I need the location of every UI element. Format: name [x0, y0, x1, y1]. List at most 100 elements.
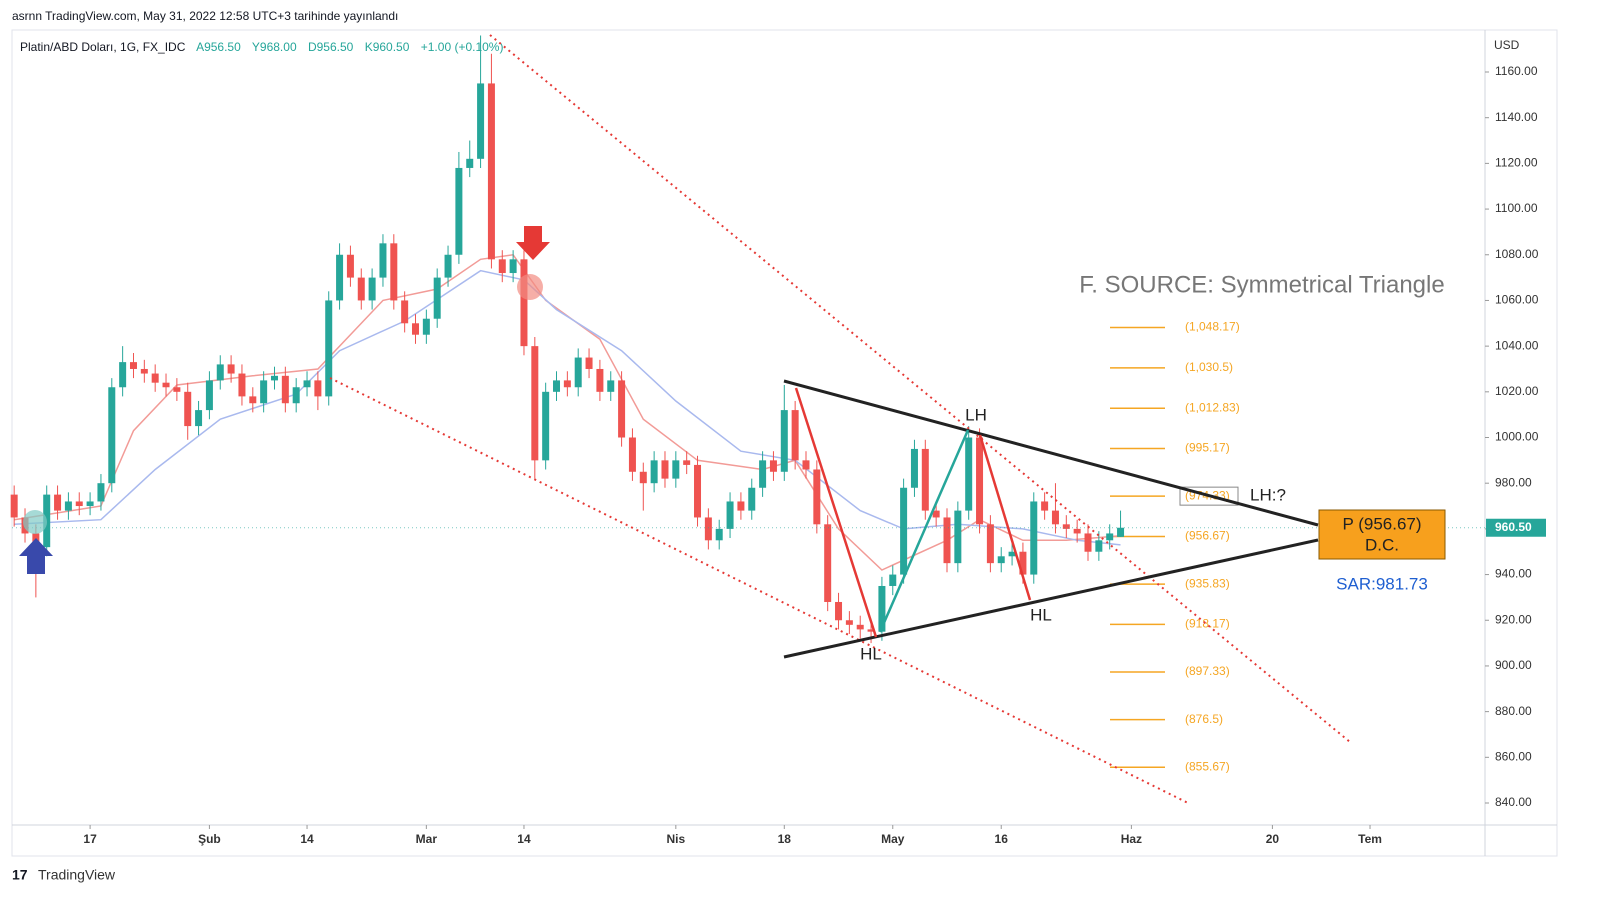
swing-arrow: [794, 387, 878, 638]
candle-body: [704, 517, 712, 541]
candle-body: [791, 410, 799, 461]
candle-body: [813, 469, 821, 525]
last-price-label: 960.50: [1495, 520, 1532, 534]
candle-body: [368, 277, 376, 301]
candle-body: [1051, 510, 1059, 525]
candle-body: [585, 357, 593, 369]
candle-body: [140, 368, 148, 374]
legend: Platin/ABD Doları, 1G, FX_IDC A956.50 Y9…: [20, 40, 503, 54]
target-box: [1318, 509, 1446, 560]
candle-body: [867, 629, 875, 632]
candle-body: [910, 448, 918, 488]
x-tick-label: Haz: [1121, 832, 1142, 846]
candle-body: [238, 373, 246, 397]
signal-circle: [517, 274, 543, 300]
candle-body: [270, 375, 278, 381]
candle-body: [921, 448, 929, 511]
x-tick-label: 17: [83, 832, 97, 846]
candle-body: [639, 471, 647, 484]
candle-body: [531, 346, 539, 461]
y-tick-label: 1080.00: [1495, 247, 1539, 261]
candle-body: [86, 501, 94, 507]
candle-body: [856, 624, 864, 630]
buy-arrow: [19, 538, 53, 574]
candle-body: [1095, 540, 1103, 552]
sar-label: SAR:981.73: [1336, 574, 1428, 593]
x-tick-label: May: [881, 832, 905, 846]
candle-body: [216, 364, 224, 381]
candle-body: [650, 460, 658, 484]
target-note: D.C.: [1365, 535, 1399, 554]
candle-body: [227, 364, 235, 374]
candle-body: [75, 501, 83, 507]
candle-body: [455, 167, 463, 255]
candle-body: [726, 501, 734, 529]
candle-body: [845, 620, 853, 625]
legend-value: Y968.00: [252, 40, 297, 54]
triangle-upper: [783, 379, 1319, 527]
fib-label: (855.67): [1185, 759, 1230, 773]
candle-body: [509, 259, 517, 274]
candle-body: [596, 368, 604, 392]
x-tick-label: 18: [778, 832, 792, 846]
footer-text: TradingView: [38, 867, 116, 883]
y-tick-label: 980.00: [1495, 475, 1532, 489]
candle-body: [563, 380, 571, 388]
candle-body: [889, 574, 897, 586]
candle-body: [965, 437, 973, 511]
candle-body: [574, 357, 582, 388]
candle-body: [292, 387, 300, 404]
candle-body: [1084, 533, 1092, 552]
candle-body: [314, 380, 322, 397]
candle-body: [325, 300, 333, 397]
candle-body: [1030, 501, 1038, 575]
candle-body: [54, 494, 62, 511]
legend-value: A956.50: [196, 40, 241, 54]
x-tick-label: Nis: [666, 832, 685, 846]
y-tick-label: 900.00: [1495, 658, 1532, 672]
candle-body: [205, 380, 213, 411]
candle-body: [954, 510, 962, 564]
swing-label: HL: [860, 644, 882, 663]
candle-body: [249, 396, 257, 404]
candle-body: [672, 460, 680, 479]
signal-circle: [23, 510, 47, 534]
candle-body: [715, 528, 723, 541]
fib-label: (1,048.17): [1185, 320, 1240, 334]
fib-label: (1,030.5): [1185, 360, 1233, 374]
candle-body: [173, 387, 181, 392]
candle-body: [878, 585, 886, 632]
x-tick-label: Şub: [198, 832, 221, 846]
x-tick-label: 14: [300, 832, 314, 846]
axis-unit: USD: [1494, 38, 1520, 52]
candle-body: [390, 243, 398, 301]
swing-arrow: [978, 434, 1032, 601]
candle-body: [943, 517, 951, 564]
candle-body: [553, 380, 561, 392]
symbol: Platin/ABD Doları, 1G, FX_IDC: [20, 40, 186, 54]
sell-arrow: [516, 226, 550, 260]
frame: [11, 29, 1558, 857]
swing-label: LH: [965, 405, 987, 424]
candle-body: [824, 524, 832, 602]
fib-label: (918.17): [1185, 617, 1230, 631]
plot-area: (1,048.17)(1,030.5)(1,012.83)(995.17)(97…: [10, 35, 1240, 773]
candle-body: [97, 483, 105, 502]
candle-body: [802, 460, 810, 470]
candle-body: [1019, 551, 1027, 575]
fib-label: (935.83): [1185, 576, 1230, 590]
fib-label: (956.67): [1185, 529, 1230, 543]
drawings: P (956.67) D.C. SAR:981.73 F. SOURCE: Sy…: [19, 34, 1446, 804]
y-tick-label: 1060.00: [1495, 293, 1539, 307]
candle-body: [260, 380, 268, 404]
candle-body: [346, 254, 354, 278]
y-tick-label: 1000.00: [1495, 430, 1539, 444]
triangle-lower: [783, 538, 1319, 659]
candle-body: [737, 501, 745, 511]
x-tick-label: 20: [1266, 832, 1280, 846]
candle-body: [932, 510, 940, 518]
candle-body: [379, 243, 387, 278]
candle-body: [184, 391, 192, 427]
